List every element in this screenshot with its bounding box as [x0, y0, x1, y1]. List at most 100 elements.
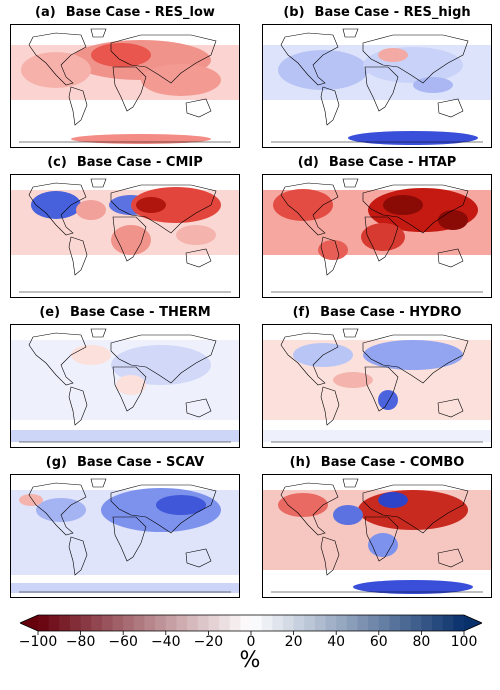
colorbar-segment — [261, 615, 273, 631]
colorbar-segment — [304, 615, 316, 631]
colorbar-segment — [229, 615, 241, 631]
panel-d: (d) Base Case - HTAP — [262, 152, 492, 300]
colorbar-segment — [101, 615, 114, 631]
colorbar-tick-label: −100 — [18, 634, 58, 650]
colorbar-segment — [314, 615, 327, 631]
colorbar-segment — [410, 615, 422, 631]
colorbar-segment — [69, 615, 82, 631]
colorbar-tick-label: 60 — [369, 634, 388, 650]
panel-title: (g) Base Case - SCAV — [10, 452, 240, 472]
colorbar-segment — [197, 615, 209, 631]
colorbar-segment — [208, 615, 220, 631]
colorbar-segment — [165, 615, 177, 631]
colorbar-segment — [378, 615, 390, 631]
panel-e: (e) Base Case - THERM — [10, 302, 240, 450]
colorbar-segment — [251, 615, 263, 631]
colorbar-segment — [272, 615, 284, 631]
panel-name: Base Case - HYDRO — [320, 304, 462, 320]
colorbar-segment — [240, 615, 252, 631]
colorbar-segment — [133, 615, 145, 631]
colorbar-segment — [325, 615, 337, 631]
colorbar-min-extend — [20, 615, 38, 631]
colorbar-segment — [293, 615, 305, 631]
colorbar-tick-label: 0 — [246, 634, 256, 650]
coastlines — [271, 328, 483, 443]
colorbar-segment — [442, 615, 454, 631]
colorbar-segment — [282, 615, 295, 631]
colorbar-segment — [421, 615, 433, 631]
colorbar: −100 −80 −60 −40 −20 0 20 40 60 80 100 — [18, 614, 483, 684]
panel-g: (g) Base Case - SCAV — [10, 452, 240, 600]
panel-letter: (a) — [35, 4, 56, 20]
map-cmip — [10, 174, 240, 298]
colorbar-segment — [80, 615, 92, 631]
colorbar-tick-label: 20 — [284, 634, 303, 650]
panel-h: (h) Base Case - COMBO — [262, 452, 492, 600]
panel-name: Base Case - RES_high — [314, 4, 471, 20]
panel-letter: (h) — [289, 454, 311, 470]
panel-letter: (c) — [47, 154, 67, 170]
colorbar-segment — [38, 615, 50, 631]
anomaly-field — [263, 490, 491, 594]
colorbar-segment — [357, 615, 369, 631]
coastlines — [271, 478, 483, 593]
colorbar-tick-label: 80 — [412, 634, 431, 650]
colorbar-segment — [123, 615, 135, 631]
anomaly-field — [11, 340, 239, 442]
map-combo — [262, 474, 492, 598]
panel-title: (h) Base Case - COMBO — [262, 452, 492, 472]
panel-letter: (e) — [39, 304, 61, 320]
map-hydro — [262, 324, 492, 448]
coastlines — [19, 178, 231, 293]
colorbar-tick-label: 100 — [450, 634, 478, 650]
colorbar-tick-label: −80 — [65, 634, 96, 650]
panel-f: (f) Base Case - HYDRO — [262, 302, 492, 450]
coastlines — [19, 328, 231, 443]
colorbar-segment — [187, 615, 199, 631]
colorbar-segment — [48, 615, 60, 631]
coastlines — [19, 28, 231, 143]
colorbar-unit: % — [239, 648, 261, 673]
anomaly-field — [263, 340, 491, 442]
colorbar-segment — [336, 615, 348, 631]
panel-title: (e) Base Case - THERM — [10, 302, 240, 322]
map-htap — [262, 174, 492, 298]
panel-letter: (b) — [283, 4, 305, 20]
anomaly-field — [263, 188, 491, 260]
coastlines — [19, 478, 231, 593]
colorbar-segment — [219, 615, 231, 631]
panel-c: (c) Base Case - CMIP — [10, 152, 240, 300]
colorbar-segment — [155, 615, 167, 631]
anomaly-field — [11, 187, 239, 255]
colorbar-segment — [59, 615, 71, 631]
panel-name: Base Case - CMIP — [76, 154, 203, 170]
anomaly-field — [11, 488, 239, 593]
map-res-low — [10, 24, 240, 148]
anomaly-field — [263, 45, 491, 145]
panel-letter: (f) — [292, 304, 311, 320]
colorbar-segment — [368, 615, 380, 631]
panel-a: (a) Base Case - RES_low — [10, 2, 240, 150]
colorbar-max-extend — [464, 615, 482, 631]
colorbar-segment — [91, 615, 103, 631]
coastlines — [271, 178, 483, 293]
panel-name: Base Case - SCAV — [76, 454, 205, 470]
colorbar-tick-label: −60 — [108, 634, 138, 650]
panel-title: (f) Base Case - HYDRO — [262, 302, 492, 322]
colorbar-segment — [400, 615, 412, 631]
map-therm — [10, 324, 240, 448]
map-res-high — [262, 24, 492, 148]
colorbar-segment — [112, 615, 124, 631]
colorbar-segment — [453, 615, 465, 631]
panel-title: (a) Base Case - RES_low — [10, 2, 240, 22]
colorbar-segment — [144, 615, 156, 631]
panel-b: (b) Base Case - RES_high — [262, 2, 492, 150]
panel-title: (d) Base Case - HTAP — [262, 152, 492, 172]
colorbar-segment — [346, 615, 358, 631]
panel-title: (c) Base Case - CMIP — [10, 152, 240, 172]
panel-name: Base Case - HTAP — [328, 154, 457, 170]
panel-name: Base Case - COMBO — [320, 454, 465, 470]
colorbar-tick-label: 40 — [327, 634, 346, 650]
colorbar-segment — [176, 615, 188, 631]
colorbar-segment — [389, 615, 401, 631]
